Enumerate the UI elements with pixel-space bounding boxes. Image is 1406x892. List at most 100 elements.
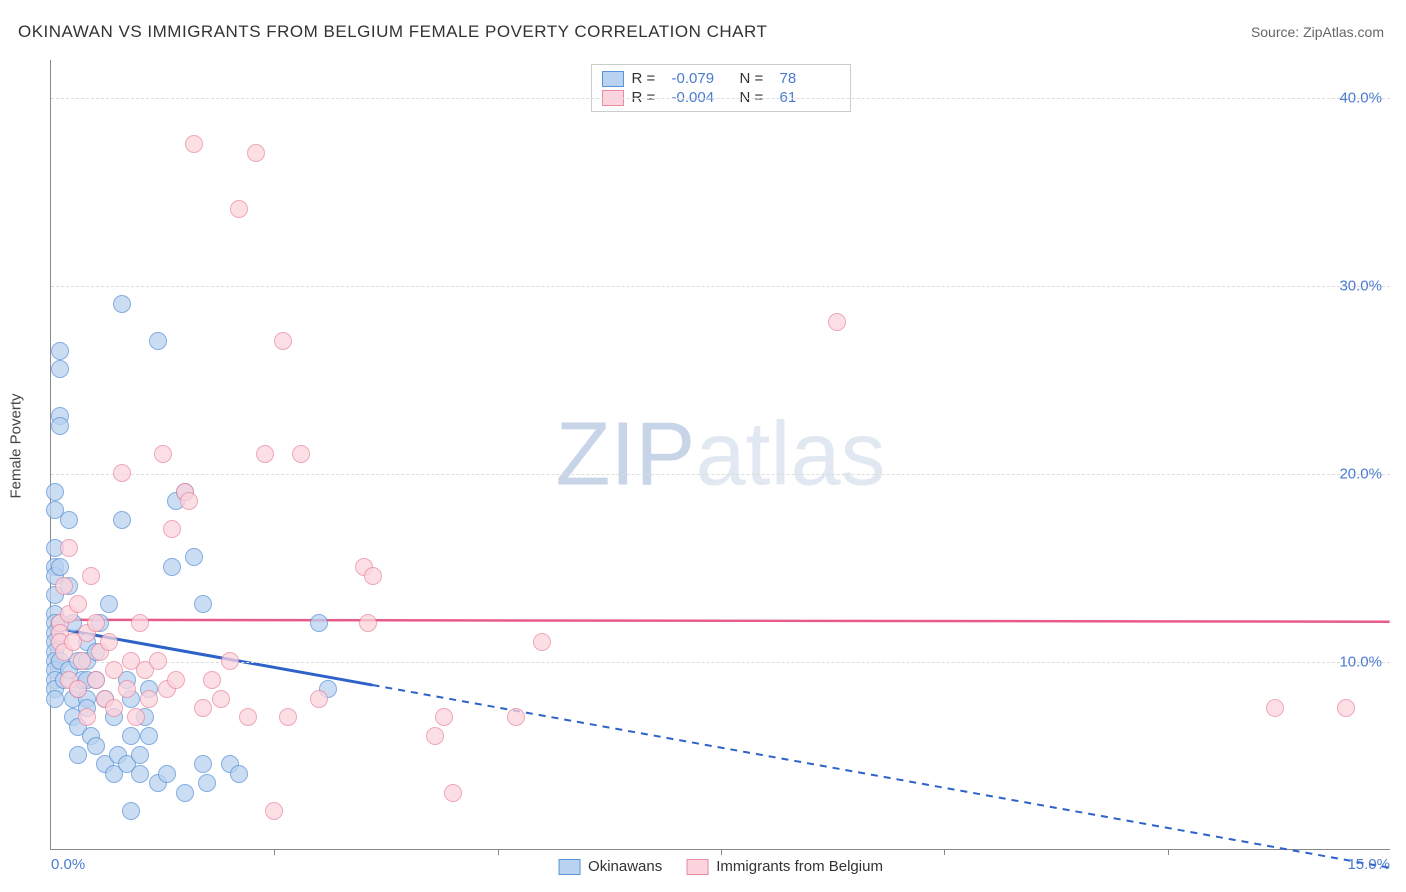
legend-item: Immigrants from Belgium (686, 858, 883, 875)
point-belgium (87, 671, 105, 689)
point-belgium (364, 567, 382, 585)
y-tick-label: 20.0% (1339, 465, 1382, 482)
point-okinawans (185, 548, 203, 566)
legend-n-label: N = (740, 70, 772, 87)
point-okinawans (100, 595, 118, 613)
point-okinawans (158, 765, 176, 783)
point-belgium (828, 313, 846, 331)
point-okinawans (46, 483, 64, 501)
point-belgium (194, 699, 212, 717)
point-okinawans (113, 295, 131, 313)
point-belgium (149, 652, 167, 670)
point-okinawans (131, 746, 149, 764)
point-belgium (310, 690, 328, 708)
point-okinawans (51, 558, 69, 576)
point-belgium (105, 699, 123, 717)
point-okinawans (46, 690, 64, 708)
point-okinawans (310, 614, 328, 632)
point-okinawans (87, 737, 105, 755)
point-belgium (1337, 699, 1355, 717)
point-belgium (265, 802, 283, 820)
point-okinawans (140, 727, 158, 745)
x-tick-mark (721, 849, 722, 855)
gridline (51, 98, 1390, 99)
legend-r-label: R = (632, 70, 664, 87)
point-belgium (247, 144, 265, 162)
gridline (51, 474, 1390, 475)
point-belgium (185, 135, 203, 153)
legend-swatch (686, 859, 708, 875)
point-belgium (507, 708, 525, 726)
point-belgium (60, 539, 78, 557)
point-belgium (73, 652, 91, 670)
point-belgium (359, 614, 377, 632)
point-okinawans (122, 802, 140, 820)
point-belgium (1266, 699, 1284, 717)
y-tick-label: 10.0% (1339, 653, 1382, 670)
point-belgium (154, 445, 172, 463)
point-okinawans (51, 417, 69, 435)
point-belgium (167, 671, 185, 689)
y-tick-label: 30.0% (1339, 277, 1382, 294)
point-belgium (426, 727, 444, 745)
legend-row: R = -0.079 N = 78 (602, 69, 840, 88)
trend-lines-layer (51, 60, 1390, 849)
point-belgium (221, 652, 239, 670)
point-okinawans (131, 765, 149, 783)
legend-n-value: 78 (780, 70, 840, 87)
legend-item: Okinawans (558, 858, 662, 875)
x-tick-mark (1168, 849, 1169, 855)
chart-plot-area: ZIPatlas R =-0.079N =78R =-0.004N =61 Ok… (50, 60, 1390, 850)
point-okinawans (113, 511, 131, 529)
x-tick-mark (274, 849, 275, 855)
legend-label: Okinawans (588, 858, 662, 875)
point-okinawans (51, 342, 69, 360)
point-belgium (82, 567, 100, 585)
point-belgium (435, 708, 453, 726)
legend-swatch (602, 71, 624, 87)
point-okinawans (194, 755, 212, 773)
point-belgium (256, 445, 274, 463)
point-belgium (127, 708, 145, 726)
point-belgium (163, 520, 181, 538)
point-belgium (239, 708, 257, 726)
legend-swatch (558, 859, 580, 875)
point-okinawans (198, 774, 216, 792)
point-belgium (203, 671, 221, 689)
point-belgium (131, 614, 149, 632)
point-okinawans (122, 727, 140, 745)
chart-title: OKINAWAN VS IMMIGRANTS FROM BELGIUM FEMA… (18, 22, 767, 42)
gridline (51, 286, 1390, 287)
x-tick-mark (944, 849, 945, 855)
point-okinawans (163, 558, 181, 576)
source-attribution: Source: ZipAtlas.com (1251, 24, 1384, 40)
legend-r-value: -0.079 (672, 70, 732, 87)
point-belgium (292, 445, 310, 463)
point-belgium (118, 680, 136, 698)
x-axis-min-label: 0.0% (51, 856, 85, 873)
point-belgium (533, 633, 551, 651)
point-belgium (212, 690, 230, 708)
legend-label: Immigrants from Belgium (716, 858, 883, 875)
point-okinawans (149, 332, 167, 350)
point-belgium (113, 464, 131, 482)
point-belgium (274, 332, 292, 350)
point-belgium (444, 784, 462, 802)
series-legend: Okinawans Immigrants from Belgium (558, 858, 883, 875)
point-belgium (69, 680, 87, 698)
point-belgium (69, 595, 87, 613)
point-belgium (78, 708, 96, 726)
point-okinawans (194, 595, 212, 613)
point-belgium (279, 708, 297, 726)
point-belgium (55, 577, 73, 595)
gridline (51, 662, 1390, 663)
point-belgium (230, 200, 248, 218)
point-okinawans (176, 784, 194, 802)
y-tick-label: 40.0% (1339, 89, 1382, 106)
point-okinawans (51, 360, 69, 378)
point-okinawans (69, 746, 87, 764)
point-okinawans (230, 765, 248, 783)
point-belgium (105, 661, 123, 679)
y-axis-label: Female Poverty (8, 393, 25, 498)
point-belgium (100, 633, 118, 651)
